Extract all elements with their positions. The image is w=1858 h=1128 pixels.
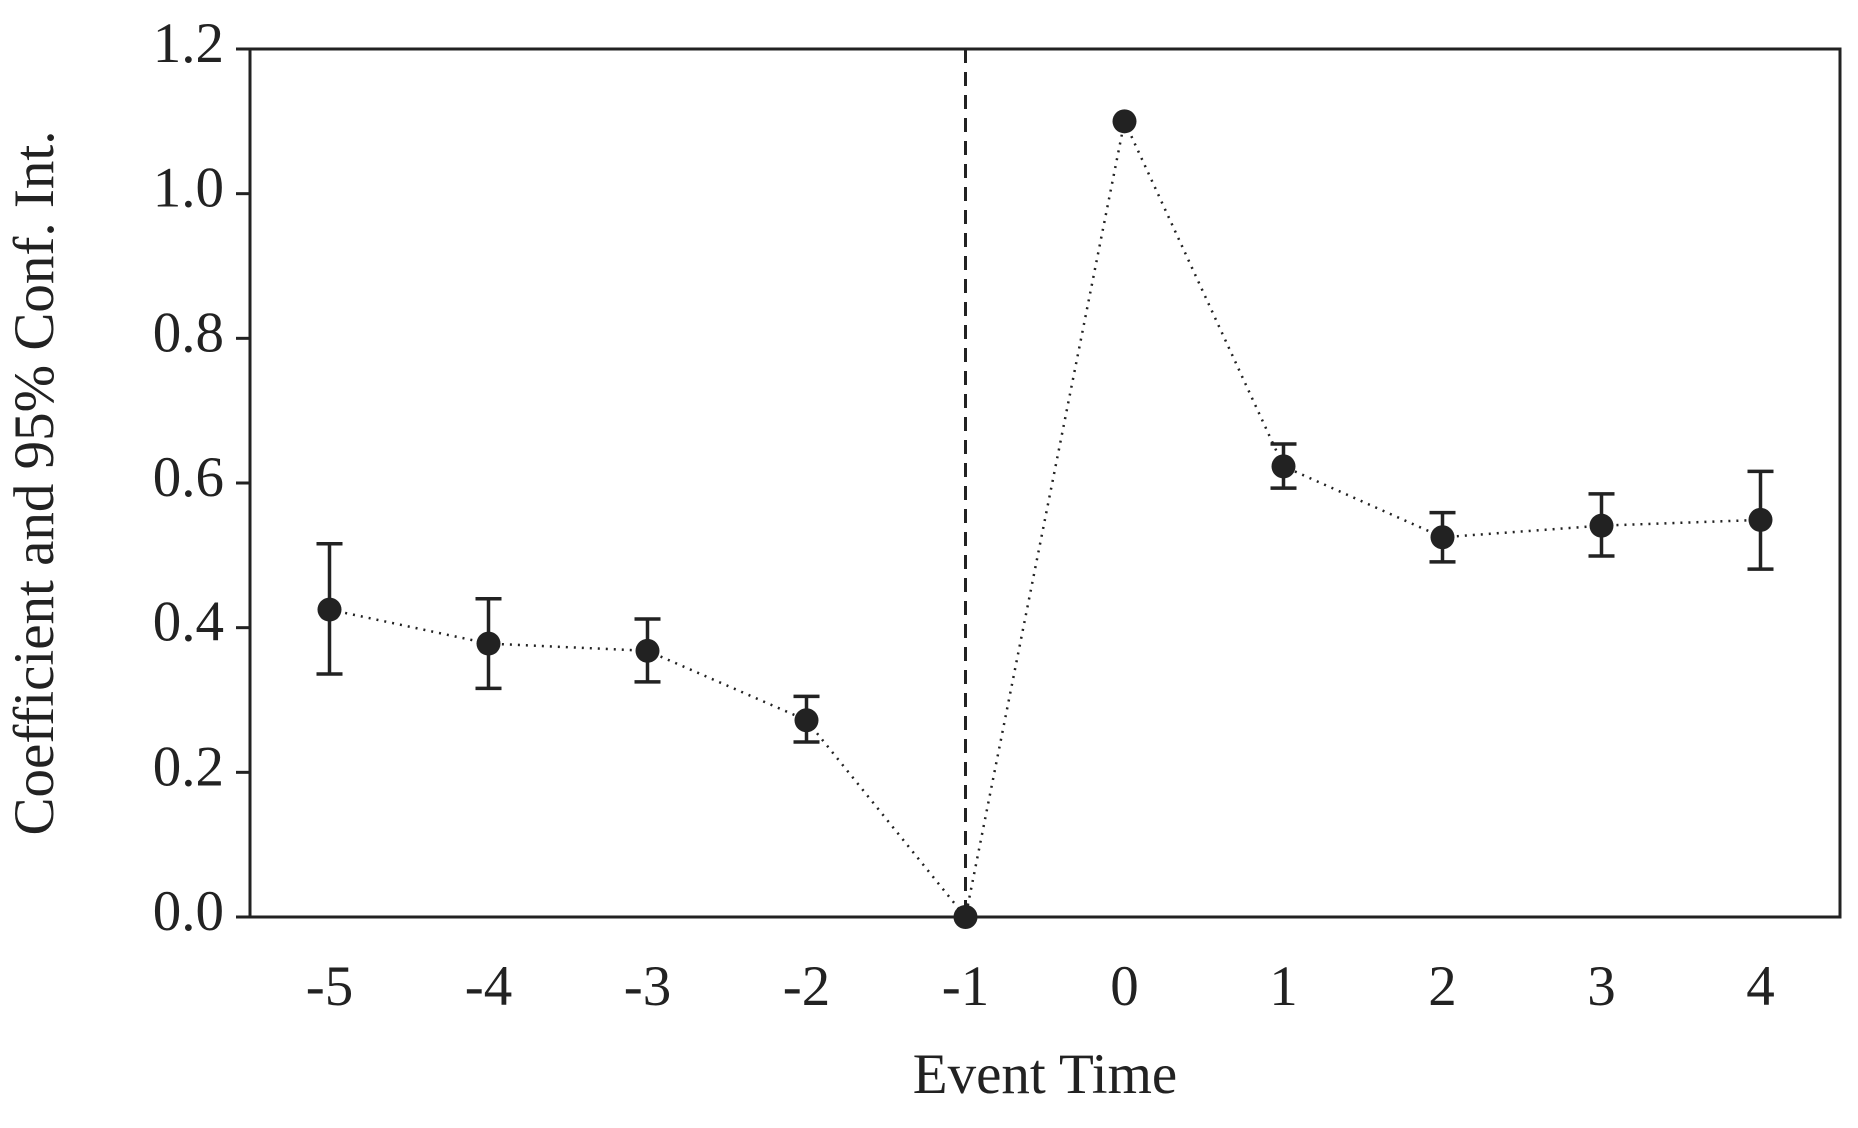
y-tick-label: 1.0 xyxy=(153,157,224,220)
x-tick-label: -1 xyxy=(942,955,989,1018)
x-tick-label: 4 xyxy=(1746,955,1775,1018)
point xyxy=(953,905,978,929)
y-tick-label: 0.8 xyxy=(153,301,224,364)
y-axis-label: Coefficient and 95% Conf. Int. xyxy=(3,131,66,836)
x-tick-label: 2 xyxy=(1428,955,1457,1018)
point xyxy=(635,638,660,663)
y-tick-label: 0.2 xyxy=(153,735,224,798)
point xyxy=(1589,513,1614,538)
y-tick-label: 1.2 xyxy=(153,12,224,75)
x-axis-label: Event Time xyxy=(913,1043,1177,1106)
x-tick-label: 1 xyxy=(1269,955,1298,1018)
point xyxy=(1271,454,1296,479)
plot-frame xyxy=(248,47,1842,919)
y-tick-label: 0.0 xyxy=(153,880,224,943)
point xyxy=(476,631,501,656)
point xyxy=(1430,525,1455,550)
point xyxy=(317,597,342,622)
point xyxy=(1112,109,1137,134)
x-tick-label: -4 xyxy=(465,955,512,1018)
x-tick-label: -5 xyxy=(306,955,353,1018)
y-tick-label: 0.4 xyxy=(153,591,224,654)
point xyxy=(1748,507,1773,532)
x-tick-label: -2 xyxy=(783,955,830,1018)
x-tick-label: 3 xyxy=(1587,955,1616,1018)
y-tick-label: 0.6 xyxy=(153,446,224,509)
point xyxy=(794,708,819,733)
x-tick-label: 0 xyxy=(1110,955,1139,1018)
connecting-line xyxy=(329,117,1761,920)
x-tick-label: -3 xyxy=(624,955,671,1018)
